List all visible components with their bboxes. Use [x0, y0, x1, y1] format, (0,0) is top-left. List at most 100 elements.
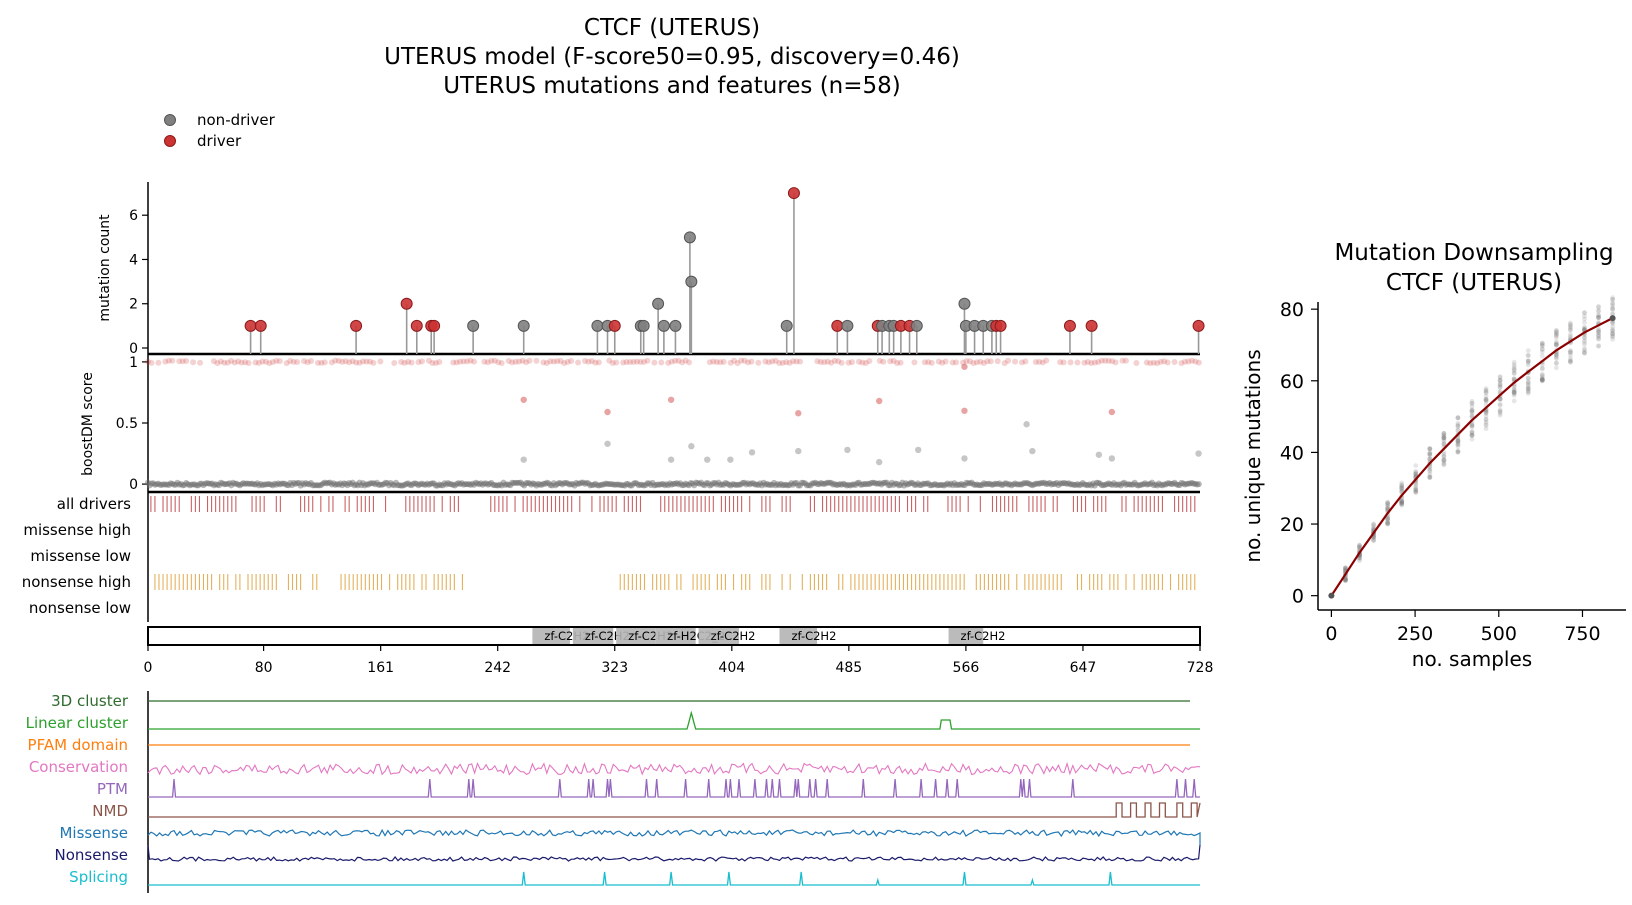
boostdm-high-point [665, 359, 672, 366]
boostdm-high-point [287, 357, 294, 364]
ds-sample-point [1596, 308, 1601, 313]
ds-sample-point [1553, 329, 1559, 335]
ds-sample-point [1399, 498, 1405, 504]
boostdm-high-point [228, 357, 235, 364]
track-nmd-line [148, 802, 1201, 818]
ds-sample-point [1497, 378, 1503, 383]
boostdm-high-point [335, 357, 342, 364]
track-label-8: Splicing [69, 868, 128, 886]
ds-sample-point [1455, 448, 1461, 453]
needle-head-3 [400, 297, 413, 310]
boostdm-high-point [984, 358, 991, 365]
boostdm-high-point [425, 357, 432, 364]
ds-sample-point [1371, 522, 1376, 527]
ds-sample-point [1399, 485, 1405, 491]
ds-sample-point [1610, 334, 1616, 339]
boostdm-high-point [450, 359, 457, 366]
ds-sample-point [1553, 341, 1559, 347]
boostdm-high-point [651, 359, 658, 366]
boostdm-high-point [214, 360, 221, 367]
boostdm-high-point [637, 358, 644, 365]
track-missense-line [147, 828, 1201, 845]
boostdm-high-point [966, 358, 973, 365]
boostdm-high-point [554, 358, 561, 365]
ds-sample-point [1469, 429, 1475, 435]
ds-sample-point [1455, 439, 1461, 445]
track-label-5: NMD [92, 802, 128, 820]
boostdm-high-point [1192, 358, 1199, 365]
boostdm-high-point [342, 358, 349, 365]
boostdm-point-14 [748, 449, 756, 456]
boostdm-high-point [321, 359, 328, 366]
ds-sample-point [1441, 451, 1447, 457]
ds-sample-point [1441, 453, 1447, 459]
ds-sample-point [1582, 342, 1587, 347]
ds-sample-point [1427, 474, 1433, 480]
boostdm-high-point [255, 359, 262, 366]
ds-sample-point [1511, 370, 1517, 376]
boostdm-high-point [609, 360, 616, 367]
ds-sample-point [1427, 475, 1433, 480]
ds-sample-point [1539, 377, 1545, 383]
boostdm-high-point [675, 357, 682, 364]
needle-ytick-label-2: 4 [129, 252, 138, 268]
ds-sample-point [1343, 577, 1348, 582]
boostdm-high-point [1057, 359, 1064, 366]
boostdm-high-point [540, 359, 547, 366]
ds-sample-point [1553, 365, 1559, 371]
ds-sample-point [1596, 327, 1601, 333]
domain-label-4: zf-C2H2 [711, 629, 756, 643]
boostdm-point-0 [520, 396, 527, 403]
ds-sample-point [1483, 411, 1489, 416]
ds-sample-point [1610, 305, 1616, 311]
title-line-1: CTCF (UTERUS) [584, 15, 760, 41]
boostdm-high-point [516, 358, 523, 365]
domain-block-1 [572, 628, 614, 644]
ds-sample-point [1455, 438, 1461, 444]
ds-sample-point [1596, 328, 1601, 334]
boostdm-point-9 [604, 440, 611, 447]
boostdm-high-point [824, 358, 831, 365]
ds-sample-point [1399, 500, 1405, 506]
ds-sample-point [1399, 501, 1405, 507]
ds-sample-point [1582, 316, 1587, 322]
ds-sample-point [1357, 544, 1362, 550]
ds-sample-point [1539, 347, 1545, 352]
boostdm-high-point [512, 358, 519, 365]
ds-sample-point [1525, 358, 1531, 364]
ds-sample-point [1427, 451, 1433, 457]
ds-sample-point [1441, 433, 1447, 438]
ds-sample-point [1427, 446, 1433, 451]
needle-ticks: 0 2 4 6 [129, 208, 148, 357]
boostdm-high-point [332, 357, 339, 364]
ds-sample-point [1483, 397, 1489, 402]
boostdm-high-point [162, 358, 169, 365]
ds-sample-point [1525, 389, 1531, 395]
boostdm-high-point [377, 358, 384, 365]
ds-sample-point [1483, 419, 1489, 425]
ds-sample-point [1539, 378, 1545, 384]
boostdm-high-point [828, 359, 835, 366]
ds-sample-point [1469, 432, 1475, 438]
ds-sample-point [1385, 517, 1391, 523]
boostdm-high-point [467, 357, 474, 364]
ds-sample-point [1511, 376, 1517, 382]
ds-sample-point [1568, 335, 1573, 341]
boostdm-high-point [682, 357, 689, 364]
needle-head-17 [683, 231, 696, 244]
ds-sample-point [1610, 330, 1616, 336]
ds-sample-point [1399, 501, 1405, 507]
track-label-0: 3D cluster [51, 692, 129, 710]
boostdm-point-6 [1023, 421, 1030, 428]
needle-head-16 [669, 319, 682, 332]
ds-sample-point [1539, 365, 1545, 371]
needle-ytick-label-3: 6 [129, 208, 138, 224]
ds-sample-point [1385, 520, 1391, 526]
ds-sample-point [1497, 396, 1503, 402]
ds-sample-point [1525, 375, 1531, 381]
boostdm-high-point [817, 358, 824, 365]
ds-sample-point [1568, 324, 1573, 330]
ds-sample-point [1455, 415, 1461, 420]
ds-sample-point [1441, 457, 1447, 463]
